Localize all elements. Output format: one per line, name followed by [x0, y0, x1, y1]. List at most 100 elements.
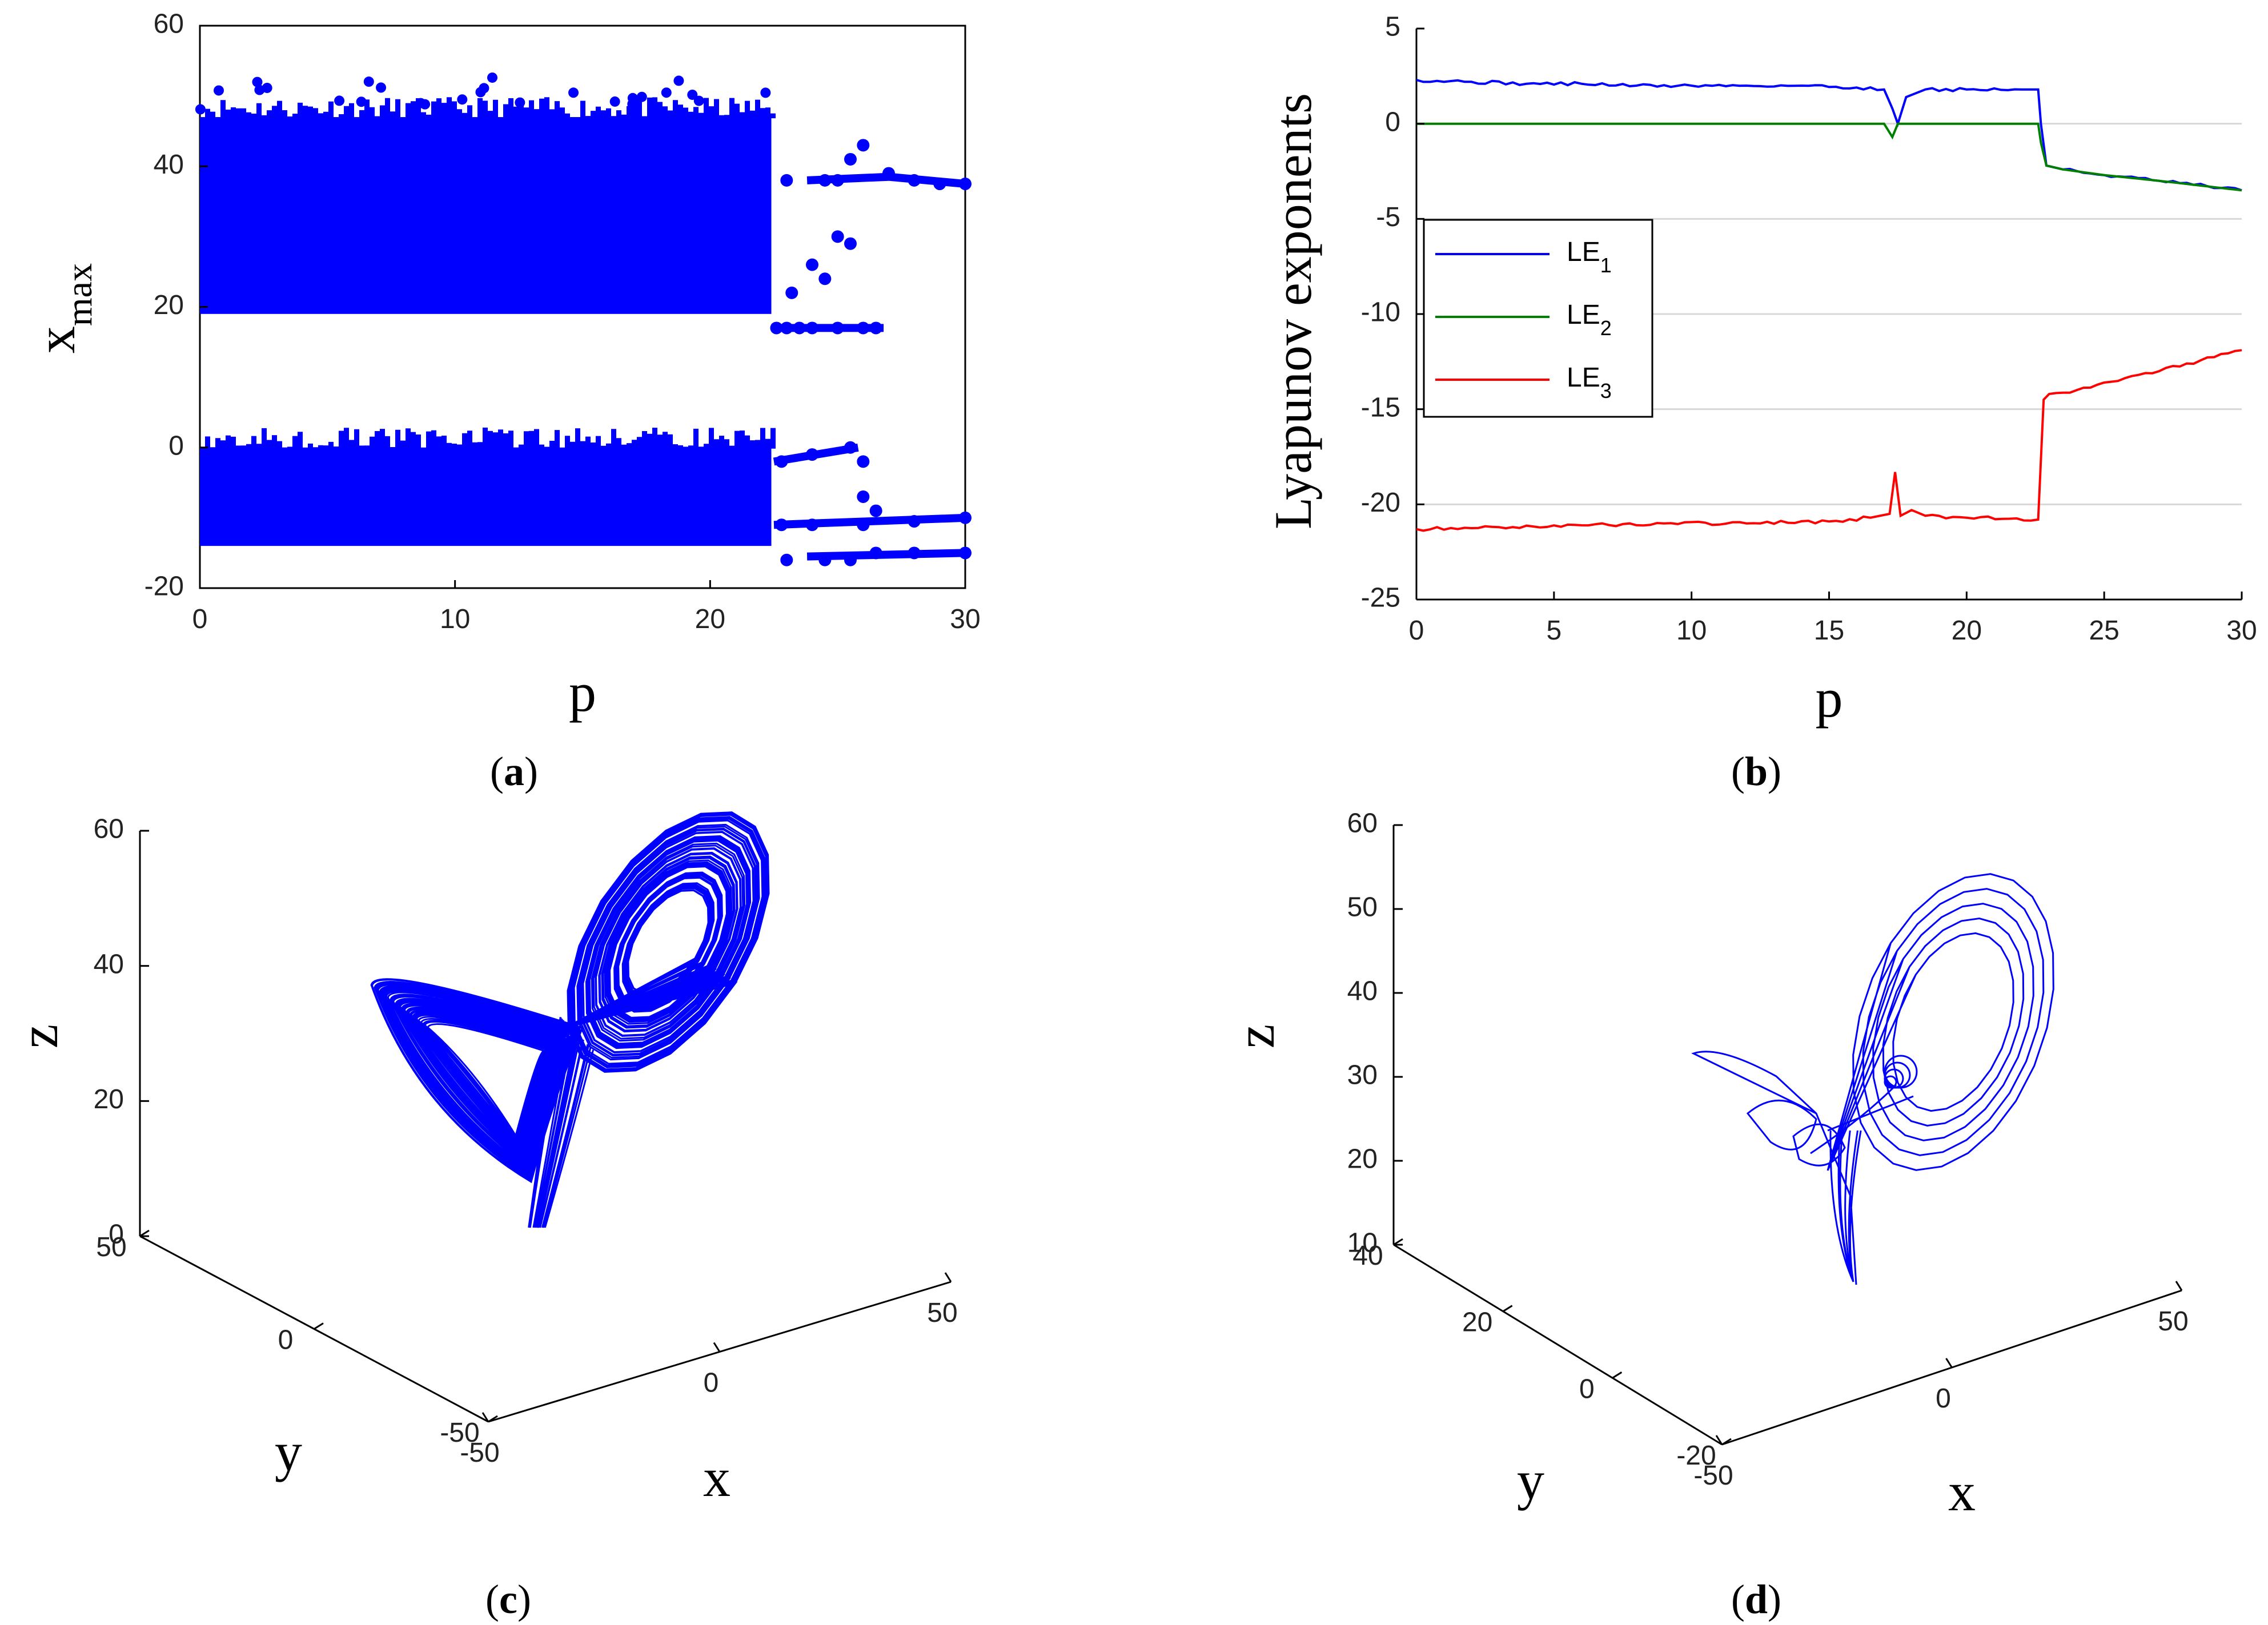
scatter-point	[780, 174, 793, 187]
z-tick-label: 20	[94, 1084, 124, 1115]
trajectory-line	[370, 811, 770, 1228]
x-tick-label: 0	[704, 1368, 719, 1398]
scatter-band	[200, 447, 772, 546]
scatter-point	[252, 77, 263, 87]
scatter-point	[780, 553, 793, 566]
scatter-point	[609, 96, 620, 107]
scatter-point	[661, 87, 672, 98]
x-tick-label: -50	[460, 1438, 499, 1468]
y-tick-label: -20	[1676, 1441, 1716, 1471]
y-tick-label: 0	[168, 431, 184, 461]
scatter-point	[857, 490, 870, 503]
scatter-point	[376, 82, 387, 93]
x-tick-mark	[713, 1342, 721, 1353]
x-tick-mark	[1945, 1358, 1953, 1368]
y-tick-mark	[1612, 1371, 1623, 1379]
legend-label-le2: LE2	[1567, 300, 1612, 340]
scatter-branch	[806, 549, 966, 561]
x-tick-label: 10	[1676, 616, 1707, 646]
scatter-point	[785, 286, 798, 299]
y-tick-label: 5	[1385, 12, 1400, 42]
y-tick-label: -10	[1361, 297, 1400, 328]
z-tick-label: 20	[1347, 1144, 1378, 1174]
x-axis-label: p	[1816, 667, 1843, 729]
scatter-branch	[773, 513, 966, 529]
scatter-point	[568, 87, 579, 98]
x-tick-label: 50	[2158, 1306, 2188, 1337]
y-tick-mark	[1393, 1238, 1403, 1246]
y-axis-label: Lyapunov exponents	[1264, 93, 1322, 529]
scatter-point	[693, 95, 704, 106]
y-axis-label: y	[1517, 1450, 1544, 1511]
scatter-point	[844, 237, 857, 250]
x-tick-label: 30	[950, 604, 980, 634]
y-tick-mark	[314, 1322, 324, 1330]
scatter-point	[254, 85, 265, 95]
z-tick-label: 60	[1347, 809, 1378, 839]
x-tick-mark	[2175, 1281, 2183, 1291]
scatter-point	[487, 72, 498, 83]
scatter-point	[334, 95, 345, 106]
scatter-point	[673, 75, 684, 86]
panel-a-bifurcation-diagram: 0 10 20 30 -20 0 20 40 60 p xmax (a)	[25, 9, 981, 794]
scatter-point	[363, 77, 374, 87]
y-tick-label: -25	[1361, 583, 1400, 613]
z-tick-label: 30	[1347, 1060, 1378, 1091]
y-tick-label: -5	[1376, 202, 1400, 232]
y-tick-mark	[488, 1415, 498, 1423]
x-tick-label: 0	[1409, 616, 1424, 646]
panel-label-d: (d)	[1731, 1576, 1781, 1622]
y-tick-label: 0	[1579, 1374, 1595, 1404]
scatter-point	[831, 230, 844, 243]
y-tick-label: -15	[1361, 392, 1400, 423]
y-tick-mark	[139, 1229, 150, 1237]
x-tick-label: 0	[192, 604, 208, 634]
scatter-point	[857, 455, 870, 468]
scatter-branch	[806, 172, 966, 188]
scatter-branch	[773, 443, 859, 466]
panel-label-a: (a)	[490, 749, 538, 794]
legend-label-le1: LE1	[1567, 237, 1612, 277]
x-tick-mark	[1715, 1435, 1723, 1445]
scatter-point	[687, 89, 698, 100]
scatter-point	[857, 139, 870, 152]
trajectory-line	[1691, 873, 2054, 1285]
y-tick-label: 20	[154, 290, 184, 320]
scatter-point	[636, 91, 647, 102]
z-tick-label: 10	[1347, 1228, 1378, 1258]
y-tick-label: -20	[1361, 488, 1400, 518]
scatter-point	[760, 87, 771, 98]
scatter-point	[195, 104, 206, 115]
scatter-point	[515, 97, 525, 108]
y-tick-label: 0	[278, 1325, 294, 1355]
scatter-point	[356, 96, 367, 107]
x-axis-label: x	[703, 1447, 730, 1508]
x-tick-label: 25	[2089, 616, 2119, 646]
y-tick-label: 0	[1385, 107, 1400, 137]
x-tick-label: 20	[695, 604, 725, 634]
y-tick-mark	[1721, 1438, 1732, 1446]
scatter-point	[475, 87, 486, 98]
z-axis-label: z	[1225, 1024, 1286, 1049]
scatter-point	[869, 504, 882, 517]
scatter-band-edge	[200, 427, 776, 449]
x-tick-mark	[481, 1412, 489, 1422]
scatter-point	[214, 85, 224, 96]
x-tick-label: -50	[1693, 1461, 1733, 1491]
scatter-point	[420, 99, 431, 110]
y-tick-label: -20	[144, 572, 184, 602]
x-tick-label: 10	[440, 604, 470, 634]
x-tick-label: 0	[1936, 1383, 1951, 1414]
y-axis-line	[1393, 1244, 1723, 1446]
panel-label-c: (c)	[485, 1576, 531, 1622]
x-axis-label: x	[1948, 1461, 1976, 1522]
panel-label-b: (b)	[1731, 749, 1781, 794]
z-tick-label: 60	[94, 814, 124, 844]
y-tick-label: 60	[154, 9, 184, 39]
x-tick-label: 20	[1952, 616, 1982, 646]
z-tick-label: 0	[109, 1220, 124, 1250]
x-tick-label: 15	[1814, 616, 1844, 646]
y-tick-label: 50	[96, 1232, 126, 1262]
